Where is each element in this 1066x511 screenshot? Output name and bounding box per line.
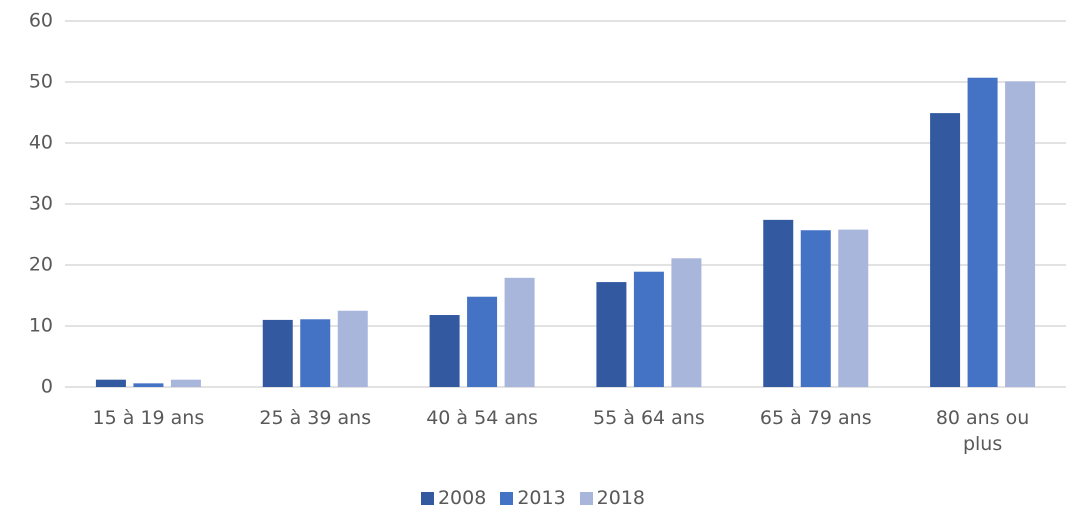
legend-swatch	[420, 491, 434, 505]
x-tick-label: 15 à 19 ans	[92, 407, 205, 429]
y-tick-label: 40	[29, 132, 53, 154]
bar	[429, 315, 460, 387]
bar	[671, 258, 702, 387]
legend-swatch	[500, 491, 514, 505]
y-tick-label: 0	[41, 376, 53, 398]
bar	[95, 379, 126, 387]
bar	[930, 113, 961, 388]
bar	[337, 310, 368, 387]
bar	[596, 282, 627, 387]
x-tick-label: 65 à 79 ans	[759, 407, 872, 429]
bar	[467, 296, 498, 387]
legend-label: 2013	[517, 487, 566, 509]
legend-item: 2018	[579, 487, 646, 509]
bar	[262, 319, 293, 387]
bar	[170, 379, 201, 387]
bar	[838, 229, 869, 387]
legend-item: 2013	[500, 487, 566, 509]
y-tick-label: 20	[29, 254, 53, 276]
bar	[300, 319, 331, 387]
x-tick-label: 80 ans ou plus	[935, 407, 1030, 455]
bar	[133, 383, 164, 387]
x-tick-label: 25 à 39 ans	[259, 407, 372, 429]
y-tick-label: 50	[29, 71, 53, 93]
bar	[967, 77, 998, 387]
bar	[800, 230, 831, 387]
legend-item: 2008	[420, 487, 487, 509]
legend-swatch	[579, 491, 593, 505]
legend: 2008 2013 2018	[0, 487, 1066, 509]
legend-label: 2018	[596, 487, 646, 509]
x-tick-label: 55 à 64 ans	[593, 407, 705, 429]
x-tick-label: 40 à 54 ans	[426, 407, 538, 429]
legend-label: 2008	[437, 487, 487, 509]
y-tick-label: 10	[29, 315, 53, 337]
y-tick-label: 60	[29, 10, 53, 32]
y-tick-label: 30	[29, 193, 53, 215]
bar	[504, 277, 535, 387]
bar	[633, 271, 664, 387]
bar	[763, 219, 794, 387]
bar	[1005, 81, 1036, 387]
